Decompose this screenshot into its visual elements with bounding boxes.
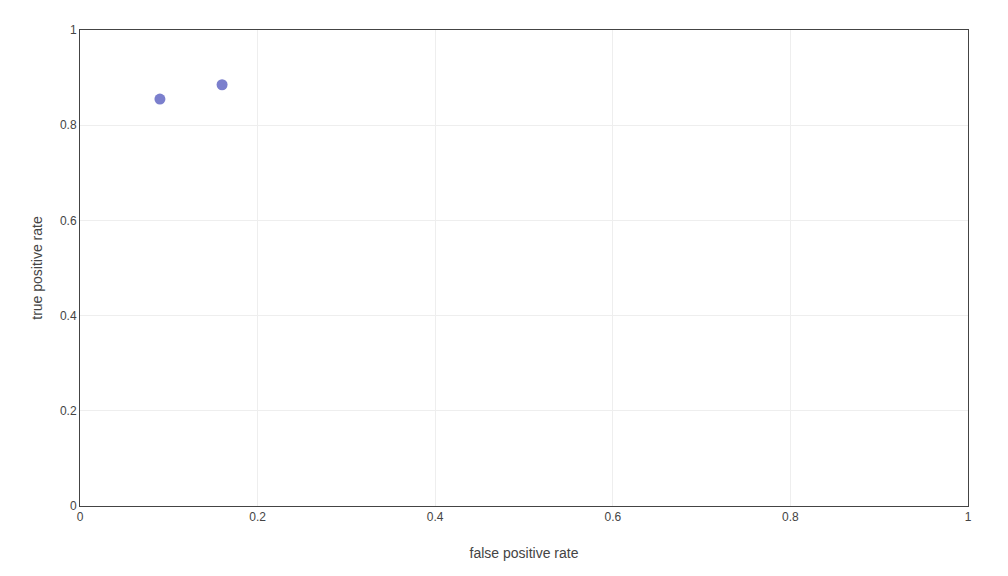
svg-text:true positive rate: true positive rate xyxy=(29,216,45,320)
svg-text:1: 1 xyxy=(70,23,77,37)
svg-text:0: 0 xyxy=(77,510,84,524)
svg-text:1: 1 xyxy=(965,510,972,524)
svg-text:0: 0 xyxy=(70,499,77,513)
svg-text:false positive rate: false positive rate xyxy=(470,545,579,561)
svg-text:0.2: 0.2 xyxy=(60,404,77,418)
svg-text:0.4: 0.4 xyxy=(427,510,444,524)
svg-text:0.8: 0.8 xyxy=(60,118,77,132)
svg-text:0.4: 0.4 xyxy=(60,309,77,323)
svg-text:0.2: 0.2 xyxy=(249,510,266,524)
svg-text:0.6: 0.6 xyxy=(60,214,77,228)
svg-text:0.8: 0.8 xyxy=(782,510,799,524)
svg-text:0.6: 0.6 xyxy=(604,510,621,524)
